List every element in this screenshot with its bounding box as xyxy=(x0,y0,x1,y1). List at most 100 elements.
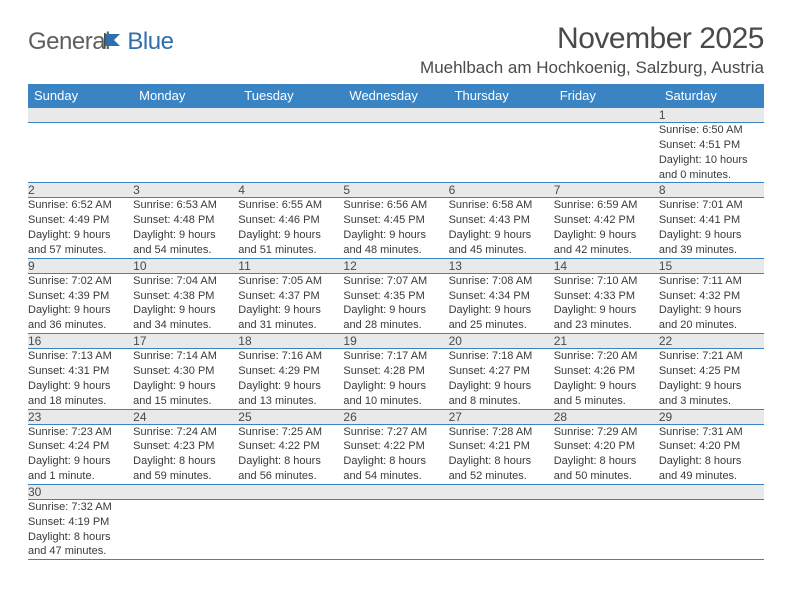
day-cell: Sunrise: 6:53 AMSunset: 4:48 PMDaylight:… xyxy=(133,198,238,258)
day-cell: Sunrise: 6:55 AMSunset: 4:46 PMDaylight:… xyxy=(238,198,343,258)
day-number: 7 xyxy=(554,183,659,198)
weekday-header: Sunday xyxy=(28,84,133,108)
day-cell: Sunrise: 7:14 AMSunset: 4:30 PMDaylight:… xyxy=(133,349,238,409)
day-number xyxy=(343,484,448,499)
day-number: 6 xyxy=(449,183,554,198)
daynum-row: 2345678 xyxy=(28,183,764,198)
day-number: 28 xyxy=(554,409,659,424)
day-number: 15 xyxy=(659,258,764,273)
day-number: 11 xyxy=(238,258,343,273)
day-cell xyxy=(449,123,554,183)
day-number: 19 xyxy=(343,334,448,349)
daynum-row: 16171819202122 xyxy=(28,334,764,349)
info-row: Sunrise: 7:02 AMSunset: 4:39 PMDaylight:… xyxy=(28,273,764,333)
day-number: 9 xyxy=(28,258,133,273)
day-cell: Sunrise: 7:13 AMSunset: 4:31 PMDaylight:… xyxy=(28,349,133,409)
day-cell: Sunrise: 7:07 AMSunset: 4:35 PMDaylight:… xyxy=(343,273,448,333)
day-number xyxy=(554,484,659,499)
day-number: 5 xyxy=(343,183,448,198)
info-row: Sunrise: 7:13 AMSunset: 4:31 PMDaylight:… xyxy=(28,349,764,409)
logo-text-blue: Blue xyxy=(127,28,173,56)
weekday-header: Friday xyxy=(554,84,659,108)
day-cell: Sunrise: 7:08 AMSunset: 4:34 PMDaylight:… xyxy=(449,273,554,333)
day-cell: Sunrise: 7:24 AMSunset: 4:23 PMDaylight:… xyxy=(133,424,238,484)
day-number: 16 xyxy=(28,334,133,349)
day-cell xyxy=(343,499,448,559)
daynum-row: 9101112131415 xyxy=(28,258,764,273)
location: Muehlbach am Hochkoenig, Salzburg, Austr… xyxy=(420,58,764,78)
day-number: 22 xyxy=(659,334,764,349)
day-number: 14 xyxy=(554,258,659,273)
day-cell: Sunrise: 7:28 AMSunset: 4:21 PMDaylight:… xyxy=(449,424,554,484)
day-cell: Sunrise: 7:02 AMSunset: 4:39 PMDaylight:… xyxy=(28,273,133,333)
day-cell xyxy=(238,123,343,183)
info-row: Sunrise: 6:50 AMSunset: 4:51 PMDaylight:… xyxy=(28,123,764,183)
day-number: 12 xyxy=(343,258,448,273)
info-row: Sunrise: 7:23 AMSunset: 4:24 PMDaylight:… xyxy=(28,424,764,484)
day-cell: Sunrise: 6:56 AMSunset: 4:45 PMDaylight:… xyxy=(343,198,448,258)
day-cell: Sunrise: 7:18 AMSunset: 4:27 PMDaylight:… xyxy=(449,349,554,409)
day-cell: Sunrise: 7:04 AMSunset: 4:38 PMDaylight:… xyxy=(133,273,238,333)
daynum-row: 30 xyxy=(28,484,764,499)
day-cell xyxy=(554,499,659,559)
day-number xyxy=(133,484,238,499)
day-number: 25 xyxy=(238,409,343,424)
day-number: 1 xyxy=(659,108,764,123)
day-number: 27 xyxy=(449,409,554,424)
flag-icon xyxy=(104,31,126,54)
day-cell xyxy=(343,123,448,183)
weekday-header: Wednesday xyxy=(343,84,448,108)
weekday-header-row: Sunday Monday Tuesday Wednesday Thursday… xyxy=(28,84,764,108)
weekday-header: Thursday xyxy=(449,84,554,108)
day-number: 26 xyxy=(343,409,448,424)
day-cell: Sunrise: 7:25 AMSunset: 4:22 PMDaylight:… xyxy=(238,424,343,484)
day-cell: Sunrise: 7:11 AMSunset: 4:32 PMDaylight:… xyxy=(659,273,764,333)
day-number: 23 xyxy=(28,409,133,424)
weekday-header: Tuesday xyxy=(238,84,343,108)
day-number: 10 xyxy=(133,258,238,273)
logo-text-general: General xyxy=(28,28,108,56)
weekday-header: Saturday xyxy=(659,84,764,108)
day-cell xyxy=(659,499,764,559)
day-number: 20 xyxy=(449,334,554,349)
day-cell: Sunrise: 7:29 AMSunset: 4:20 PMDaylight:… xyxy=(554,424,659,484)
daynum-row: 23242526272829 xyxy=(28,409,764,424)
day-number: 8 xyxy=(659,183,764,198)
day-number: 18 xyxy=(238,334,343,349)
day-number: 17 xyxy=(133,334,238,349)
day-cell xyxy=(238,499,343,559)
day-number: 3 xyxy=(133,183,238,198)
day-number xyxy=(133,108,238,123)
day-cell: Sunrise: 7:27 AMSunset: 4:22 PMDaylight:… xyxy=(343,424,448,484)
day-cell: Sunrise: 7:10 AMSunset: 4:33 PMDaylight:… xyxy=(554,273,659,333)
day-number: 13 xyxy=(449,258,554,273)
day-number: 29 xyxy=(659,409,764,424)
header: General Blue November 2025 Muehlbach am … xyxy=(28,22,764,78)
day-number: 21 xyxy=(554,334,659,349)
day-cell: Sunrise: 6:52 AMSunset: 4:49 PMDaylight:… xyxy=(28,198,133,258)
day-number: 24 xyxy=(133,409,238,424)
day-cell: Sunrise: 7:05 AMSunset: 4:37 PMDaylight:… xyxy=(238,273,343,333)
title-block: November 2025 Muehlbach am Hochkoenig, S… xyxy=(420,22,764,78)
day-number: 2 xyxy=(28,183,133,198)
day-number xyxy=(449,108,554,123)
calendar-table: Sunday Monday Tuesday Wednesday Thursday… xyxy=(28,84,764,560)
day-number xyxy=(238,108,343,123)
day-cell xyxy=(28,123,133,183)
day-number xyxy=(449,484,554,499)
day-cell xyxy=(133,123,238,183)
day-number xyxy=(659,484,764,499)
daynum-row: 1 xyxy=(28,108,764,123)
day-cell: Sunrise: 7:20 AMSunset: 4:26 PMDaylight:… xyxy=(554,349,659,409)
info-row: Sunrise: 6:52 AMSunset: 4:49 PMDaylight:… xyxy=(28,198,764,258)
day-cell: Sunrise: 6:59 AMSunset: 4:42 PMDaylight:… xyxy=(554,198,659,258)
day-cell: Sunrise: 7:16 AMSunset: 4:29 PMDaylight:… xyxy=(238,349,343,409)
day-number: 4 xyxy=(238,183,343,198)
day-cell: Sunrise: 7:31 AMSunset: 4:20 PMDaylight:… xyxy=(659,424,764,484)
day-cell: Sunrise: 6:50 AMSunset: 4:51 PMDaylight:… xyxy=(659,123,764,183)
logo: General Blue xyxy=(28,22,173,56)
day-number xyxy=(28,108,133,123)
day-cell: Sunrise: 7:17 AMSunset: 4:28 PMDaylight:… xyxy=(343,349,448,409)
day-cell: Sunrise: 7:01 AMSunset: 4:41 PMDaylight:… xyxy=(659,198,764,258)
day-number: 30 xyxy=(28,484,133,499)
